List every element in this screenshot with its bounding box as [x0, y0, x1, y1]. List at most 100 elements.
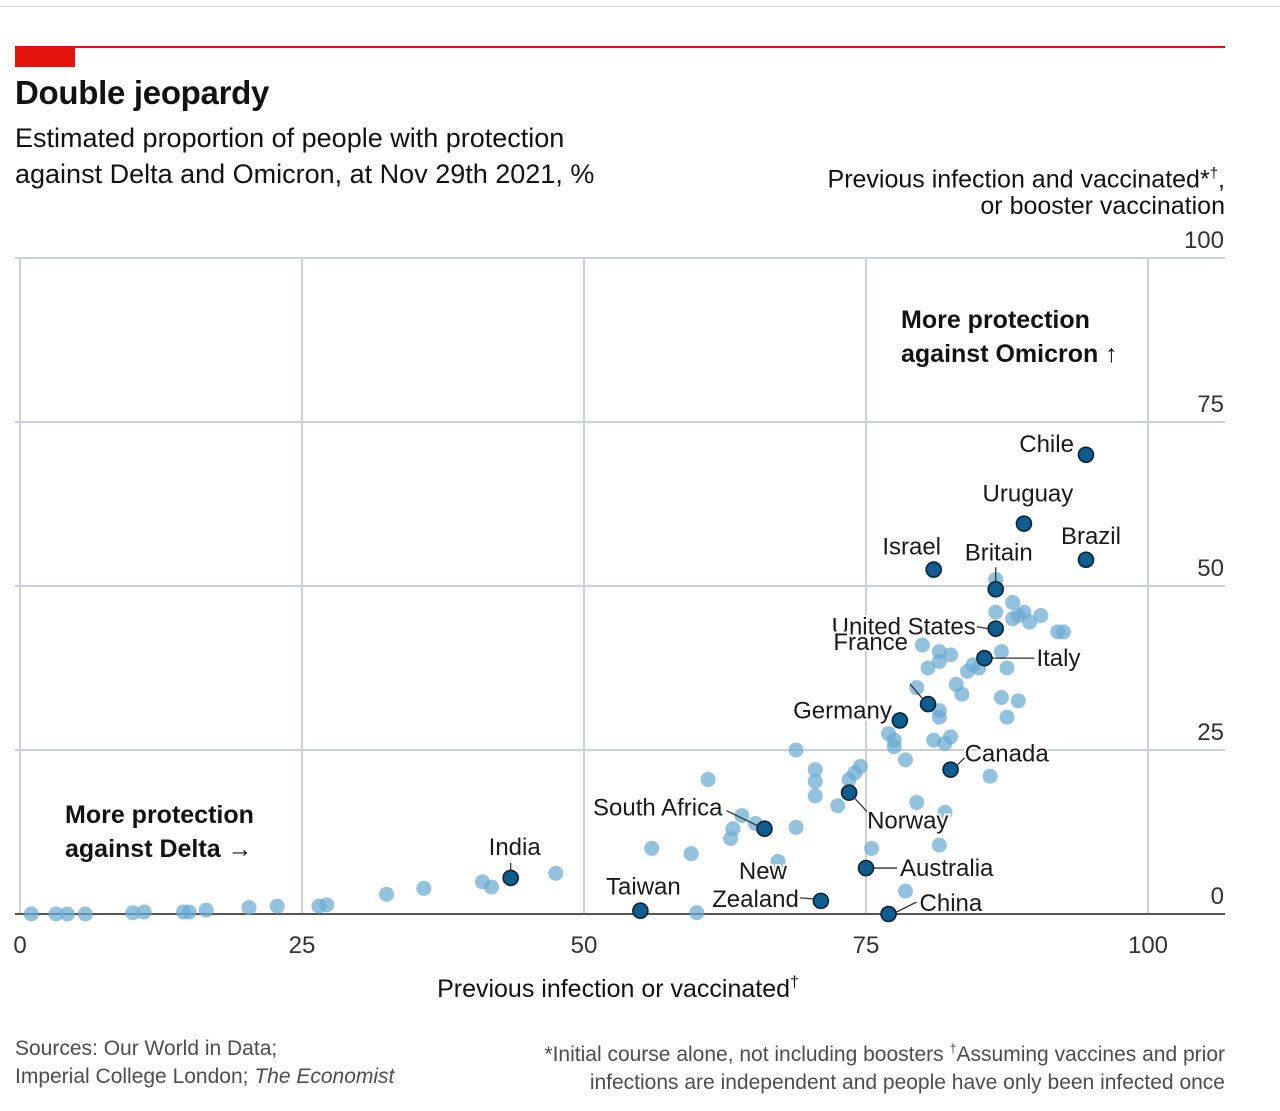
background-point — [988, 604, 1004, 620]
highlighted-point — [756, 820, 773, 838]
background-point — [926, 732, 942, 748]
highlighted-point — [1077, 551, 1095, 569]
background-point — [48, 906, 64, 922]
x-tick-label: 25 — [289, 932, 316, 959]
chart-subtitle: Estimated proportion of people with prot… — [15, 123, 595, 189]
sources-note: Sources: Our World in Data; Imperial Col… — [15, 1035, 394, 1091]
background-point — [1010, 693, 1026, 709]
background-point — [920, 660, 936, 676]
highlighted-point — [1077, 446, 1095, 464]
sources-publisher: The Economist — [254, 1065, 395, 1088]
country-label-line: New — [739, 858, 788, 885]
y-tick-label: 0 — [1211, 883, 1224, 910]
highlighted-point — [632, 902, 649, 920]
leader-line — [976, 626, 988, 630]
sources-line1: Sources: Our World in Data; — [15, 1037, 278, 1060]
country-label: China — [920, 890, 983, 917]
background-point — [931, 653, 947, 669]
highlighted-point — [840, 784, 858, 801]
background-point — [943, 647, 959, 663]
highlighted-point — [919, 695, 937, 713]
background-point — [914, 637, 930, 653]
country-label-line: Zealand — [712, 886, 799, 913]
background-point — [886, 739, 902, 755]
leader-line — [799, 897, 813, 900]
y-axis-title-dagger: † — [1209, 165, 1219, 182]
highlighted-point — [942, 761, 959, 778]
country-label: Italy — [1036, 645, 1080, 672]
y-axis-title: Previous infection and vaccinated*†, or … — [705, 160, 1225, 220]
background-point — [198, 902, 214, 918]
background-point — [689, 905, 705, 921]
highlighted-point — [987, 580, 1005, 598]
y-tick-label: 75 — [1197, 391, 1224, 418]
background-point — [1005, 594, 1021, 610]
y-tick-label: 25 — [1197, 719, 1224, 746]
background-point — [852, 758, 868, 774]
country-label: India — [489, 834, 542, 861]
background-point — [770, 854, 786, 870]
x-axis-title-dagger: † — [790, 974, 799, 991]
background-point — [59, 906, 75, 922]
country-label: Israel — [882, 534, 941, 561]
brand-rule — [15, 46, 1225, 48]
background-point — [319, 897, 335, 913]
background-point — [1055, 624, 1071, 640]
omicron-annotation-line2: against Omicron ↑ — [901, 340, 1118, 368]
country-label: Taiwan — [606, 874, 681, 901]
footnote-dagger: † — [949, 1042, 957, 1056]
leader-line — [896, 901, 917, 913]
background-point — [241, 899, 257, 915]
background-point — [807, 788, 823, 804]
country-label: Norway — [867, 808, 948, 835]
country-label: Uruguay — [983, 481, 1074, 508]
country-label: United States — [832, 614, 976, 641]
background-points — [23, 571, 1071, 922]
country-label: New Zealand — [712, 858, 799, 913]
background-point — [23, 906, 39, 922]
background-point — [77, 906, 93, 922]
leader-line — [909, 683, 923, 699]
delta-annotation-line2: against Delta → — [65, 835, 253, 863]
background-point — [830, 798, 846, 814]
x-axis-title-text: Previous infection or vaccinated — [437, 975, 790, 1003]
country-label: Australia — [900, 855, 994, 882]
background-point — [416, 880, 432, 896]
y-axis-title-comma: , — [1218, 165, 1225, 194]
highlighted-point — [976, 649, 993, 667]
country-label: Britain — [965, 539, 1033, 566]
y-axis-title-line2: or booster vaccination — [980, 192, 1225, 221]
x-axis-title: Previous infection or vaccinated† — [437, 974, 799, 1003]
background-point — [136, 904, 152, 920]
background-point — [897, 883, 913, 899]
background-point — [897, 752, 913, 768]
background-point — [807, 773, 823, 789]
background-point — [931, 837, 947, 853]
background-point — [993, 644, 1009, 660]
background-point — [269, 898, 285, 914]
country-label: South Africa — [593, 795, 723, 822]
background-point — [999, 709, 1015, 725]
footnote: *Initial course alone, not including boo… — [485, 1035, 1225, 1097]
chart-title: Double jeopardy — [15, 74, 270, 111]
y-tick-label: 100 — [1184, 227, 1224, 254]
delta-annotation-line1: More protection — [65, 801, 254, 829]
background-point — [484, 879, 500, 895]
background-point — [683, 846, 699, 862]
highlighted-point — [857, 859, 875, 877]
background-point — [1022, 614, 1038, 630]
country-label: Brazil — [1061, 523, 1121, 550]
background-point — [700, 772, 716, 788]
background-point — [982, 768, 998, 784]
highlighted-point — [502, 869, 519, 887]
highlighted-point — [987, 620, 1005, 637]
background-point — [725, 821, 741, 837]
leader-line — [726, 810, 758, 827]
background-point — [181, 904, 197, 920]
y-tick-label: 50 — [1197, 555, 1224, 582]
label-leader-lines — [510, 567, 1035, 913]
background-point — [644, 840, 660, 856]
background-point — [999, 660, 1015, 676]
top-divider — [0, 6, 1280, 7]
x-tick-label: 75 — [853, 932, 880, 959]
